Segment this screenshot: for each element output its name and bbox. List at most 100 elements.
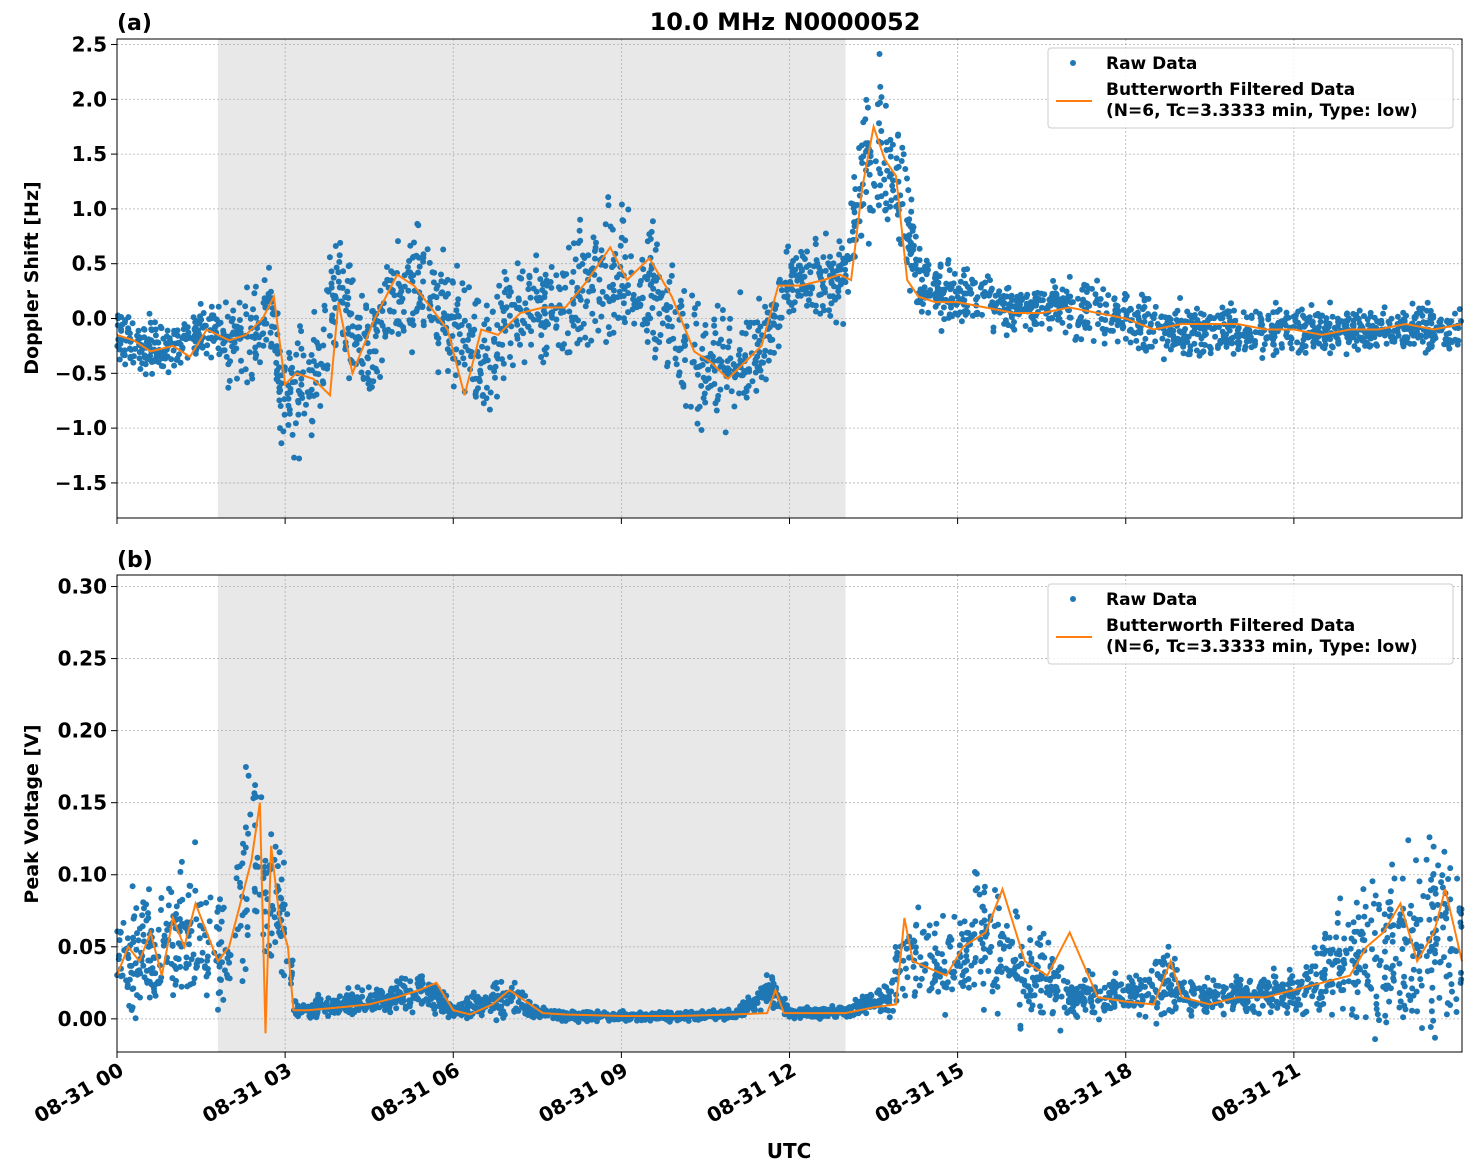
raw-data-point bbox=[1431, 871, 1437, 877]
raw-data-point bbox=[860, 119, 866, 125]
raw-data-point bbox=[247, 812, 253, 818]
raw-data-point bbox=[491, 336, 497, 342]
raw-data-point bbox=[1408, 903, 1414, 909]
raw-data-point bbox=[1186, 1007, 1192, 1013]
raw-data-point bbox=[1330, 344, 1336, 350]
raw-data-point bbox=[286, 350, 292, 356]
raw-data-point bbox=[902, 993, 908, 999]
raw-data-point bbox=[115, 337, 121, 343]
raw-data-point bbox=[917, 246, 923, 252]
raw-data-point bbox=[611, 330, 617, 336]
raw-data-point bbox=[919, 976, 925, 982]
raw-data-point bbox=[789, 273, 795, 279]
raw-data-point bbox=[1009, 293, 1015, 299]
raw-data-point bbox=[366, 984, 372, 990]
raw-data-point bbox=[377, 994, 383, 1000]
raw-data-point bbox=[577, 337, 583, 343]
raw-data-point bbox=[250, 306, 256, 312]
raw-data-point bbox=[183, 965, 189, 971]
raw-data-point bbox=[562, 285, 568, 291]
raw-data-point bbox=[1057, 964, 1063, 970]
raw-data-point bbox=[205, 954, 211, 960]
raw-data-point bbox=[605, 194, 611, 200]
raw-data-point bbox=[277, 849, 283, 855]
raw-data-point bbox=[1355, 347, 1361, 353]
raw-data-point bbox=[798, 249, 804, 255]
raw-data-point bbox=[952, 271, 958, 277]
raw-data-point bbox=[1135, 314, 1141, 320]
raw-data-point bbox=[127, 330, 133, 336]
raw-data-point bbox=[147, 995, 153, 1001]
raw-data-point bbox=[1178, 318, 1184, 324]
raw-data-point bbox=[1001, 293, 1007, 299]
raw-data-point bbox=[1353, 330, 1359, 336]
raw-data-point bbox=[234, 864, 240, 870]
raw-data-point bbox=[1357, 308, 1363, 314]
raw-data-point bbox=[708, 351, 714, 357]
raw-data-point bbox=[293, 420, 299, 426]
raw-data-point bbox=[145, 958, 151, 964]
raw-data-point bbox=[971, 982, 977, 988]
raw-data-point bbox=[1026, 992, 1032, 998]
raw-data-point bbox=[1047, 326, 1053, 332]
raw-data-point bbox=[1341, 959, 1347, 965]
raw-data-point bbox=[1142, 298, 1148, 304]
raw-data-point bbox=[762, 348, 768, 354]
raw-data-point bbox=[210, 312, 216, 318]
raw-data-point bbox=[1405, 837, 1411, 843]
raw-data-point bbox=[298, 376, 304, 382]
raw-data-point bbox=[989, 299, 995, 305]
raw-data-point bbox=[1194, 306, 1200, 312]
raw-data-point bbox=[130, 320, 136, 326]
raw-data-point bbox=[908, 223, 914, 229]
raw-data-point bbox=[128, 354, 134, 360]
raw-data-point bbox=[152, 319, 158, 325]
raw-data-point bbox=[296, 456, 302, 462]
raw-data-point bbox=[839, 245, 845, 251]
raw-data-point bbox=[644, 276, 650, 282]
raw-data-point bbox=[904, 217, 910, 223]
raw-data-point bbox=[557, 286, 563, 292]
raw-data-point bbox=[1212, 334, 1218, 340]
raw-data-point bbox=[525, 286, 531, 292]
raw-data-point bbox=[1333, 934, 1339, 940]
raw-data-point bbox=[1109, 320, 1115, 326]
raw-data-point bbox=[1382, 304, 1388, 310]
raw-data-point bbox=[781, 294, 787, 300]
raw-data-point bbox=[1216, 983, 1222, 989]
raw-data-point bbox=[743, 331, 749, 337]
raw-data-point bbox=[252, 782, 258, 788]
raw-data-point bbox=[828, 300, 834, 306]
raw-data-point bbox=[1323, 315, 1329, 321]
raw-data-point bbox=[398, 299, 404, 305]
raw-data-point bbox=[311, 337, 317, 343]
raw-data-point bbox=[1153, 304, 1159, 310]
raw-data-point bbox=[1205, 975, 1211, 981]
raw-data-point bbox=[1386, 999, 1392, 1005]
raw-data-point bbox=[817, 311, 823, 317]
raw-data-point bbox=[820, 254, 826, 260]
raw-data-point bbox=[411, 240, 417, 246]
raw-data-point bbox=[573, 315, 579, 321]
raw-data-point bbox=[838, 267, 844, 273]
raw-data-point bbox=[500, 304, 506, 310]
raw-data-point bbox=[1344, 351, 1350, 357]
raw-data-point bbox=[820, 303, 826, 309]
raw-data-point bbox=[1322, 336, 1328, 342]
raw-data-point bbox=[498, 979, 504, 985]
raw-data-point bbox=[876, 120, 882, 126]
raw-data-point bbox=[543, 351, 549, 357]
raw-data-point bbox=[353, 340, 359, 346]
raw-data-point bbox=[943, 281, 949, 287]
raw-data-point bbox=[1093, 291, 1099, 297]
raw-data-point bbox=[938, 264, 944, 270]
raw-data-point bbox=[245, 831, 251, 837]
raw-data-point bbox=[345, 985, 351, 991]
raw-data-point bbox=[127, 977, 133, 983]
raw-data-point bbox=[360, 361, 366, 367]
raw-data-point bbox=[877, 84, 883, 90]
raw-data-point bbox=[822, 286, 828, 292]
raw-data-point bbox=[618, 243, 624, 249]
raw-data-point bbox=[1180, 339, 1186, 345]
raw-data-point bbox=[515, 260, 521, 266]
